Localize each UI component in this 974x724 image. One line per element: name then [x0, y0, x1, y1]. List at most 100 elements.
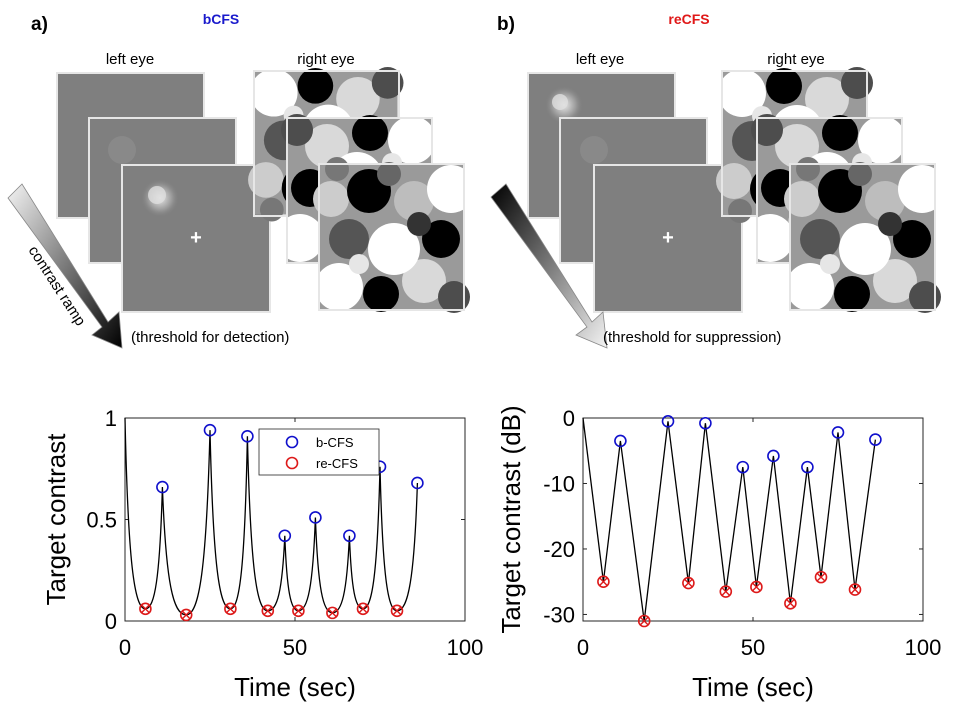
y-tick-label: 0: [563, 406, 575, 431]
point-marker: [343, 529, 356, 543]
point-marker: [848, 583, 862, 596]
point-marker: [801, 460, 814, 474]
y-tick-label: -30: [543, 602, 575, 627]
point-marker: [292, 604, 305, 618]
point-marker: [261, 604, 275, 618]
y-tick-label: 1: [105, 406, 117, 431]
b-cfs-point: [278, 529, 292, 543]
fixation-cross: +: [662, 227, 674, 249]
point-marker: [719, 585, 733, 598]
point-marker: [390, 604, 404, 618]
b-cfs-point: [309, 511, 322, 524]
point-cross: [786, 599, 795, 608]
point-marker: [814, 570, 828, 584]
x-axis-label: Time (sec): [692, 672, 814, 702]
re-cfs-point: [814, 570, 828, 584]
x-axis-label: Time (sec): [234, 672, 356, 702]
panel-b-threshold-label: (threshold for suppression): [603, 329, 781, 346]
point-marker: [682, 576, 695, 590]
point-cross: [599, 577, 608, 587]
point-marker: [661, 414, 675, 428]
y-tick-label: -20: [543, 537, 575, 562]
point-marker: [784, 597, 797, 610]
point-cross: [752, 582, 761, 592]
b-cfs-point: [736, 460, 750, 474]
panel-a-threshold-label: (threshold for detection): [131, 329, 289, 346]
point-cross: [226, 604, 235, 614]
legend-marker: [285, 435, 299, 449]
x-tick-label: 50: [283, 635, 307, 660]
re-cfs-point: [139, 602, 152, 616]
point-cross: [639, 616, 649, 626]
point-marker: [326, 606, 339, 620]
legend-entry: b-CFS: [316, 435, 354, 450]
panel-a-right-eye-label: right eye: [297, 51, 355, 68]
b-cfs-point: [203, 423, 217, 437]
fixation-cross: +: [190, 227, 202, 249]
legend-marker: [285, 456, 299, 470]
chart-a: 0 50 100 0 0.5 1 Time (sec) Target contrast b-CF…: [41, 406, 483, 702]
b-cfs-point: [661, 414, 675, 428]
x-tick-label: 50: [741, 635, 765, 660]
point-marker: [203, 423, 217, 437]
point-cross: [328, 608, 337, 618]
point-marker: [156, 480, 169, 494]
re-cfs-point: [224, 602, 237, 616]
panel-b-left-eye-label: left eye: [576, 51, 624, 68]
panel-b-schematic: b) reCFS left eye right eye + (threshold…: [490, 11, 946, 349]
contrast-trace: [582, 417, 877, 622]
re-cfs-point: [597, 575, 610, 589]
b-cfs-point: [801, 460, 814, 474]
panel-b-right-eye-label: right eye: [767, 51, 825, 68]
re-cfs-point: [292, 604, 305, 618]
y-tick-label: 0.5: [86, 508, 117, 533]
point-cross: [294, 606, 303, 616]
panel-b-contrast-ramp-arrow: [490, 183, 608, 349]
x-tick-label: 0: [119, 635, 131, 660]
b-cfs-point: [831, 426, 845, 439]
point-marker: [736, 460, 750, 474]
re-cfs-point: [637, 614, 651, 628]
re-cfs-point: [784, 597, 797, 610]
point-marker: [614, 434, 627, 448]
point-cross: [850, 585, 860, 594]
point-marker: [278, 529, 292, 543]
panel-a-schematic: a) bCFS left eye right eye + contrast r: [7, 11, 475, 349]
b-cfs-point: [767, 449, 780, 463]
panel-b-letter: b): [497, 14, 515, 35]
point-cross: [263, 606, 273, 616]
point-marker: [831, 426, 845, 439]
panel-b-title: reCFS: [668, 11, 709, 27]
re-cfs-point: [750, 580, 763, 594]
point-marker: [869, 433, 882, 446]
point-marker: [241, 429, 254, 443]
point-marker: [309, 511, 322, 524]
panel-b-left-eye-frames: +: [527, 72, 743, 313]
re-cfs-point: [682, 576, 695, 590]
point-marker: [179, 608, 193, 622]
panel-b-right-eye-masks: [716, 67, 946, 313]
point-marker: [767, 449, 780, 463]
b-cfs-point: [411, 476, 424, 490]
panel-a-right-eye-masks: [248, 67, 475, 313]
point-marker: [356, 602, 370, 616]
re-cfs-point: [261, 604, 275, 618]
point-marker: [411, 476, 424, 490]
re-cfs-point: [390, 604, 404, 618]
legend-box: [258, 428, 380, 476]
point-cross: [181, 610, 191, 620]
point-marker: [750, 580, 763, 594]
panel-a-title: bCFS: [203, 11, 240, 27]
point-cross: [358, 604, 368, 614]
contrast-trace: [124, 417, 419, 616]
b-cfs-point: [241, 429, 254, 443]
legend-entry: re-CFS: [316, 456, 358, 471]
b-cfs-point: [869, 433, 882, 446]
b-cfs-point: [156, 480, 169, 494]
point-marker: [597, 575, 610, 589]
panel-a-left-eye-frames: +: [56, 72, 271, 313]
y-tick-label: -10: [543, 471, 575, 496]
point-cross: [141, 604, 150, 614]
x-tick-label: 0: [577, 635, 589, 660]
point-cross: [684, 578, 693, 588]
